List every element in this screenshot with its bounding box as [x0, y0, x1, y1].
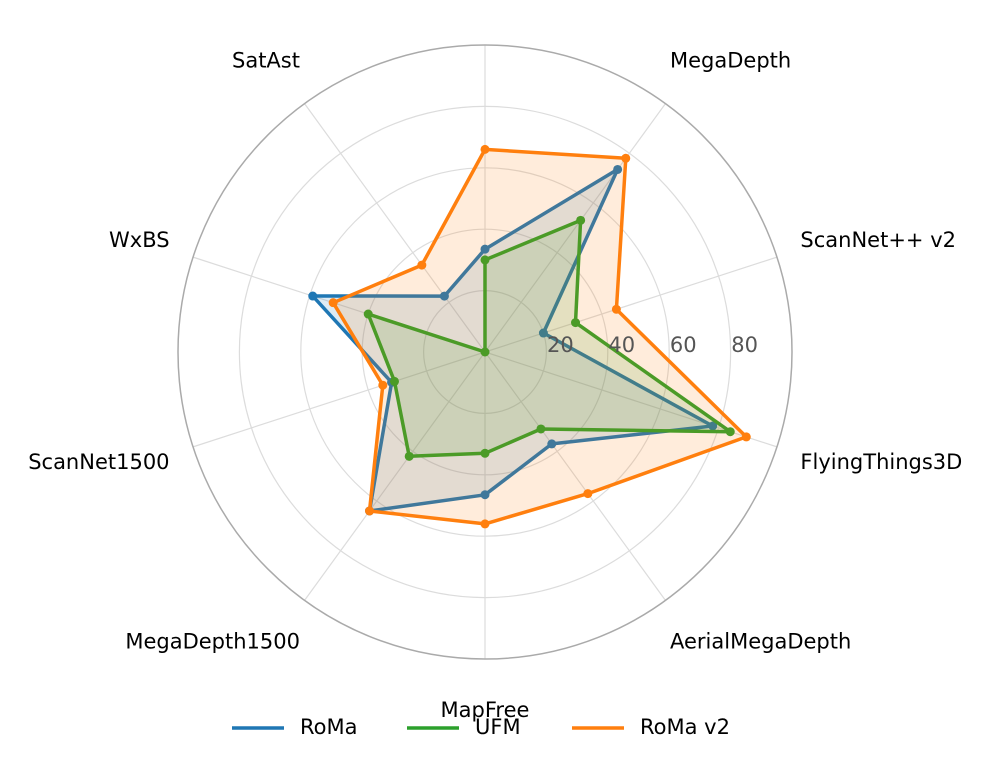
data-point	[621, 153, 631, 163]
data-point	[536, 424, 546, 434]
r-tick-label: 20	[547, 333, 574, 357]
data-point	[439, 291, 449, 301]
spoke	[192, 351, 486, 448]
data-point	[480, 144, 490, 154]
data-point	[328, 298, 338, 308]
data-point	[708, 421, 718, 431]
category-label: TartanAirV2	[423, 0, 546, 4]
data-point	[480, 255, 490, 265]
data-point	[480, 519, 490, 529]
data-point	[741, 432, 751, 442]
category-label: MapFree	[441, 698, 530, 722]
outer-spine	[177, 44, 793, 660]
data-point	[613, 164, 623, 174]
legend-label: RoMa v2	[640, 715, 730, 739]
data-point	[611, 304, 621, 314]
spoke	[304, 351, 486, 601]
series-area	[312, 169, 713, 511]
spoke	[304, 103, 486, 353]
data-point	[365, 506, 375, 516]
category-label: ScanNet1500	[28, 450, 169, 474]
category-label: SatAst	[232, 49, 300, 73]
data-point	[417, 260, 427, 270]
data-point	[583, 489, 593, 499]
data-point	[363, 309, 373, 319]
data-point	[308, 291, 318, 301]
r-tick-label: 40	[608, 333, 635, 357]
series-area	[333, 149, 747, 524]
category-label: FlyingThings3D	[800, 450, 962, 474]
data-point	[378, 380, 388, 390]
spoke	[484, 256, 778, 353]
data-point	[480, 490, 490, 500]
legend-label: UFM	[475, 715, 521, 739]
data-point	[389, 376, 399, 386]
data-point	[725, 427, 735, 437]
category-label: AerialMegaDepth	[670, 629, 851, 653]
data-point	[538, 328, 548, 338]
spoke	[484, 351, 666, 601]
data-point	[480, 448, 490, 458]
spoke	[484, 103, 666, 353]
data-point	[480, 347, 490, 357]
category-label: WxBS	[109, 228, 170, 252]
category-label: ScanNet++ v2	[800, 228, 956, 252]
legend-label: RoMa	[300, 715, 357, 739]
data-point	[571, 318, 581, 328]
series-area	[368, 220, 731, 457]
data-point	[547, 439, 557, 449]
data-point	[480, 244, 490, 254]
data-point	[404, 451, 414, 461]
data-point	[576, 215, 586, 225]
category-label: MegaDepth	[670, 49, 791, 73]
r-tick-label: 80	[731, 333, 758, 357]
category-label: MegaDepth1500	[125, 629, 300, 653]
r-tick-label: 60	[670, 333, 697, 357]
